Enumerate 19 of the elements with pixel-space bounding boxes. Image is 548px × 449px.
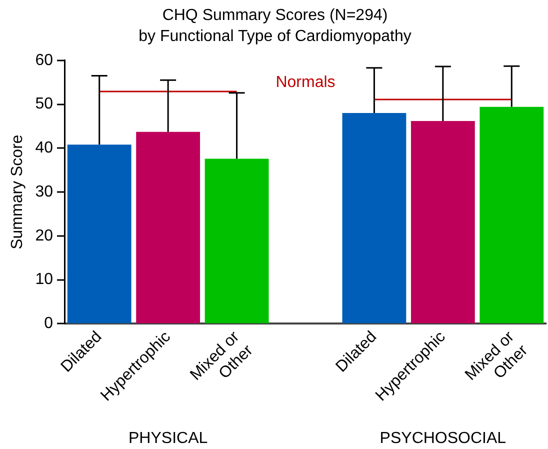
text: Normals [276,74,336,91]
y-tick-label: 20 [35,227,54,244]
y-tick-label: 40 [35,140,54,157]
y-tick-label: 60 [35,52,54,69]
y-axis-title: Summary Score [9,134,26,250]
bar [480,106,544,324]
text: PHYSICAL [128,430,208,447]
bar [410,120,475,324]
bar [67,144,132,324]
chart-title: CHQ Summary Scores (N=294) [162,7,388,24]
bar [204,158,269,324]
y-tick-label: 0 [44,315,54,332]
text: PSYCHOSOCIAL [380,430,506,447]
y-tick-label: 50 [35,96,54,113]
bar [342,113,406,324]
chart-subtitle: by Functional Type of Cardiomyopathy [138,28,412,46]
bar [136,132,200,324]
y-tick-label: 30 [35,183,54,200]
y-tick-label: 10 [35,271,54,288]
